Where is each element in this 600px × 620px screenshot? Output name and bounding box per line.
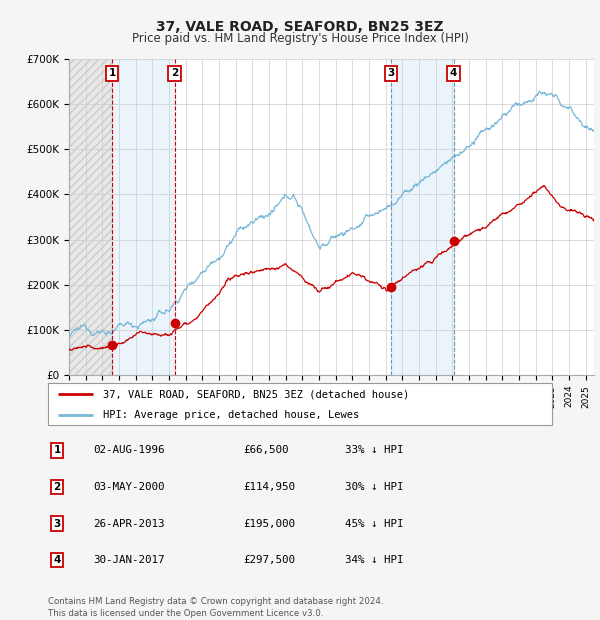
- Text: 33% ↓ HPI: 33% ↓ HPI: [345, 445, 404, 456]
- Text: 1: 1: [109, 68, 116, 78]
- Text: £297,500: £297,500: [243, 555, 295, 565]
- Text: 4: 4: [53, 555, 61, 565]
- Text: 3: 3: [388, 68, 395, 78]
- Text: 2: 2: [53, 482, 61, 492]
- Text: £195,000: £195,000: [243, 518, 295, 529]
- Text: 30% ↓ HPI: 30% ↓ HPI: [345, 482, 404, 492]
- Text: 37, VALE ROAD, SEAFORD, BN25 3EZ (detached house): 37, VALE ROAD, SEAFORD, BN25 3EZ (detach…: [103, 389, 410, 399]
- Text: £66,500: £66,500: [243, 445, 289, 456]
- Text: HPI: Average price, detached house, Lewes: HPI: Average price, detached house, Lewe…: [103, 410, 359, 420]
- FancyBboxPatch shape: [48, 383, 552, 425]
- Text: 45% ↓ HPI: 45% ↓ HPI: [345, 518, 404, 529]
- Text: 3: 3: [53, 518, 61, 529]
- Text: 34% ↓ HPI: 34% ↓ HPI: [345, 555, 404, 565]
- Bar: [69, 59, 112, 375]
- Text: 37, VALE ROAD, SEAFORD, BN25 3EZ: 37, VALE ROAD, SEAFORD, BN25 3EZ: [156, 20, 444, 34]
- Text: Price paid vs. HM Land Registry's House Price Index (HPI): Price paid vs. HM Land Registry's House …: [131, 32, 469, 45]
- Text: Contains HM Land Registry data © Crown copyright and database right 2024.
This d: Contains HM Land Registry data © Crown c…: [48, 596, 383, 618]
- Bar: [391, 59, 454, 375]
- Text: £114,950: £114,950: [243, 482, 295, 492]
- Text: 2: 2: [171, 68, 178, 78]
- Text: 30-JAN-2017: 30-JAN-2017: [93, 555, 164, 565]
- Text: 4: 4: [450, 68, 457, 78]
- Text: 02-AUG-1996: 02-AUG-1996: [93, 445, 164, 456]
- Bar: [112, 59, 175, 375]
- Text: 03-MAY-2000: 03-MAY-2000: [93, 482, 164, 492]
- Text: 1: 1: [53, 445, 61, 456]
- Bar: [69, 59, 112, 375]
- Text: 26-APR-2013: 26-APR-2013: [93, 518, 164, 529]
